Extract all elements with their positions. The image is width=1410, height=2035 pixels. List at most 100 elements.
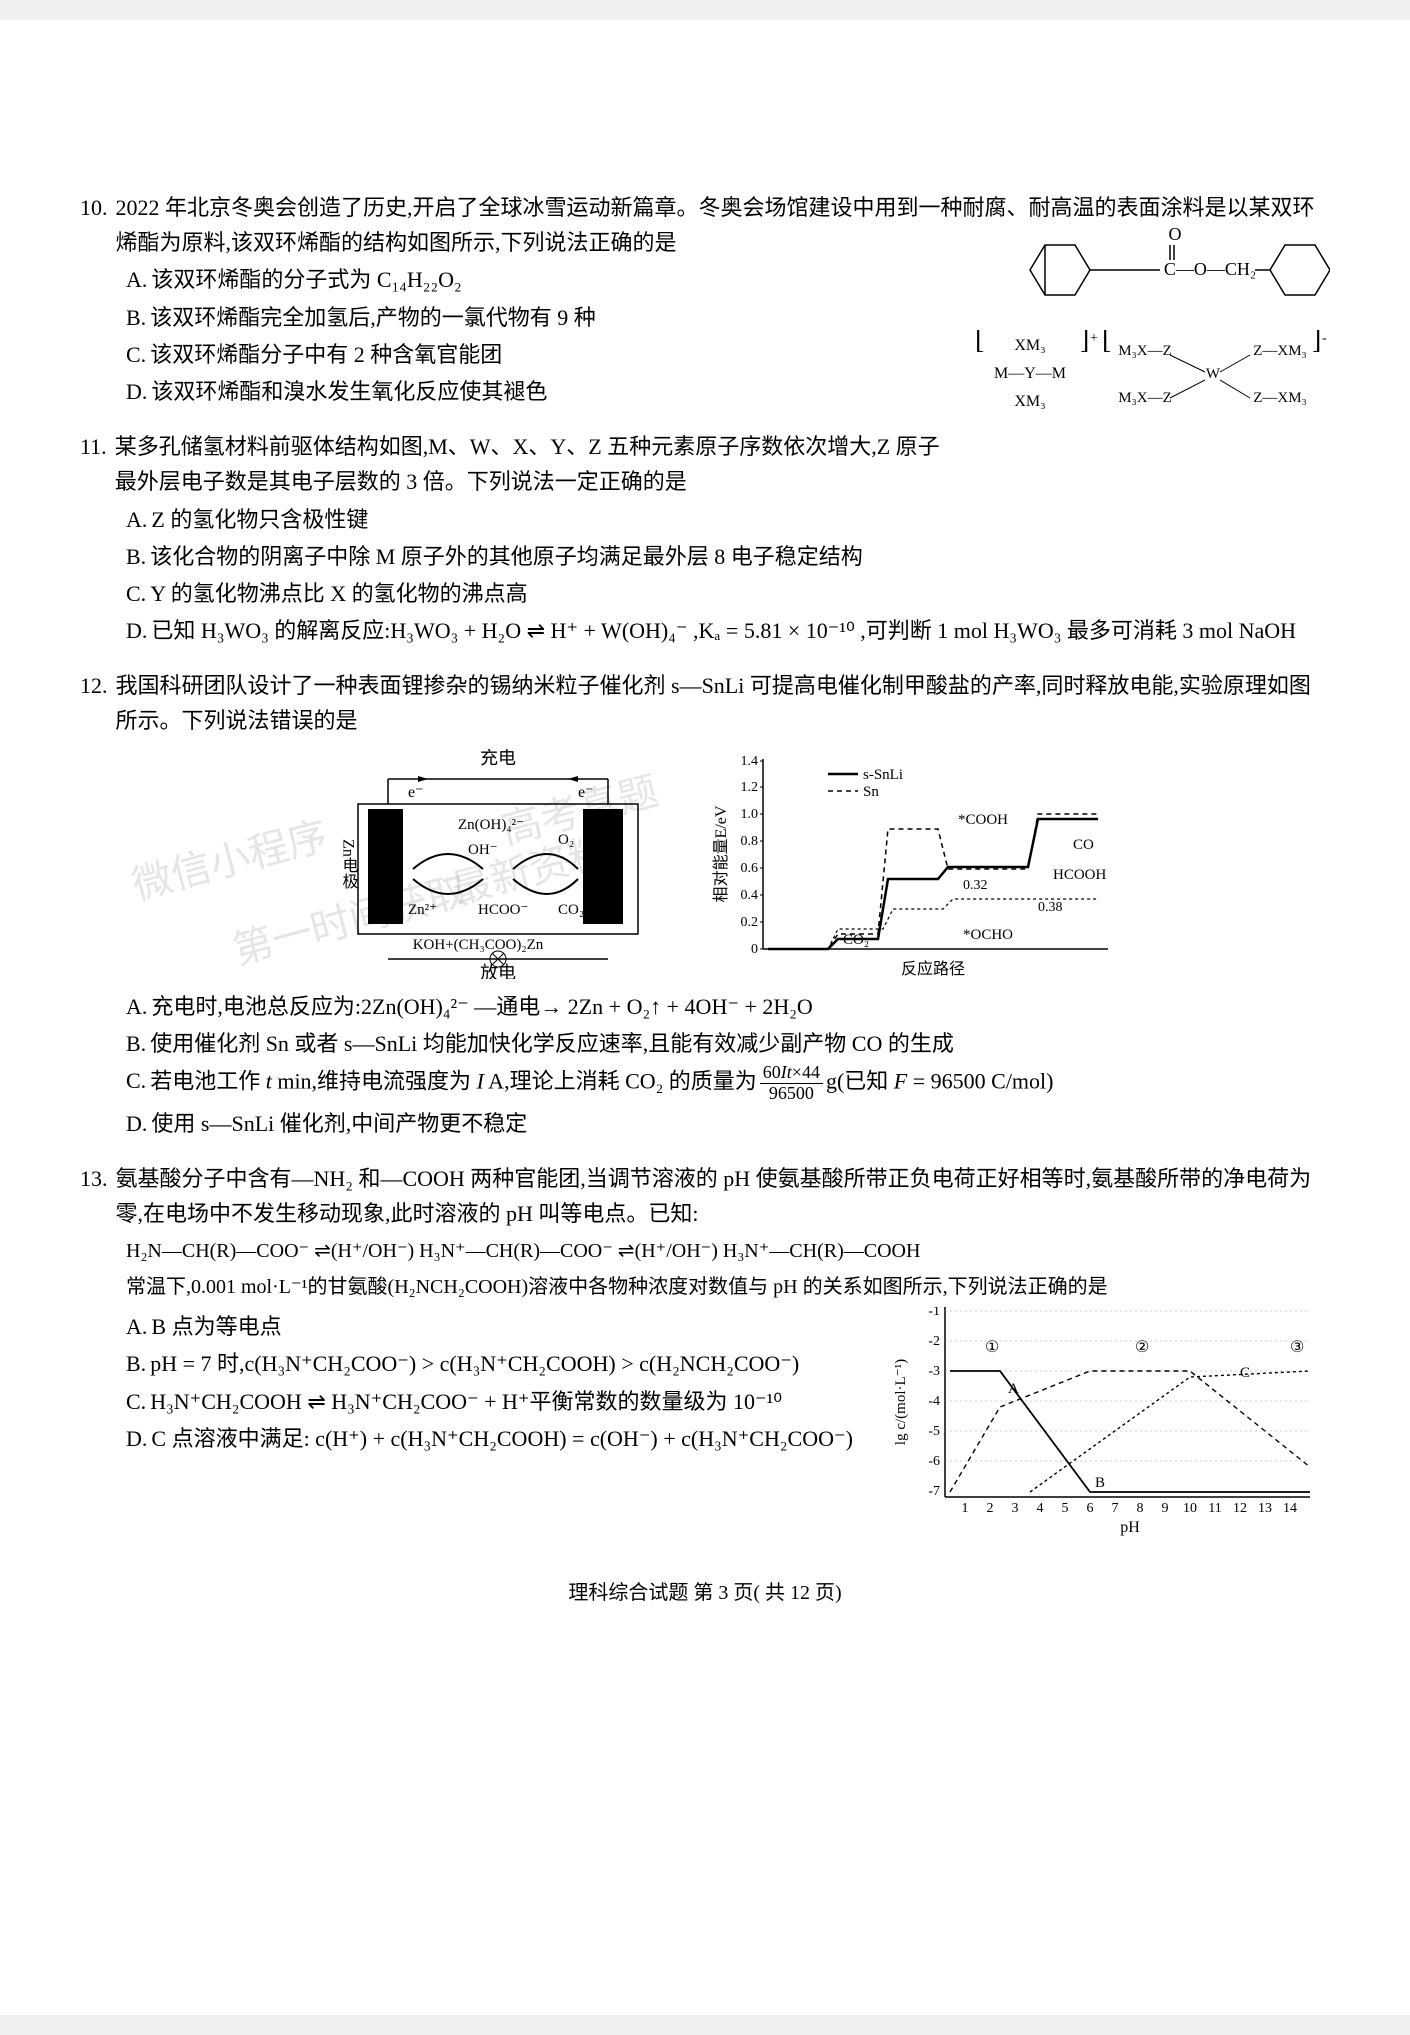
cation-charge: + — [1090, 331, 1098, 346]
cation-row: XM₃ — [1014, 393, 1045, 410]
q13-equation: H₂N—CH(R)—COO⁻ ⇌(H⁺/OH⁻) H₃N⁺—CH(R)—COO⁻… — [80, 1235, 1330, 1267]
svg-text:0: 0 — [751, 942, 758, 957]
svg-text:-1: -1 — [928, 1307, 940, 1319]
svg-text:9: 9 — [1162, 1501, 1169, 1516]
svg-text:-4: -4 — [928, 1394, 940, 1409]
svg-text:-3: -3 — [928, 1364, 940, 1379]
q12-number: 12. — [80, 668, 108, 703]
q10-number: 10. — [80, 190, 108, 225]
anion-charge: - — [1322, 331, 1327, 346]
q12-options: A. 充电时,电池总反应为:2Zn(OH)₄²⁻ —通电→ 2Zn + O₂↑ … — [80, 989, 1330, 1141]
legend-label: s-SnLi — [863, 767, 903, 783]
svg-text:10: 10 — [1183, 1501, 1197, 1516]
option-label: D. — [126, 613, 147, 648]
option-text: 该化合物的阴离子中除 M 原子外的其他原子均满足最外层 8 电子稳定结构 — [150, 539, 1330, 574]
chart-xlabel: 反应路径 — [901, 959, 965, 978]
cation-row: M—Y—M — [994, 365, 1066, 382]
q12-energy-chart: 0 0.2 0.4 0.6 0.8 1.0 1.2 1.4 相对能量E/eV 反… — [708, 749, 1128, 979]
option-label: D. — [126, 1421, 147, 1456]
q11-option-b: B. 该化合物的阴离子中除 M 原子外的其他原子均满足最外层 8 电子稳定结构 — [126, 539, 1330, 574]
q11-option-c: C. Y 的氢化物沸点比 X 的氢化物的沸点高 — [126, 576, 1330, 611]
svg-text:-6: -6 — [928, 1454, 940, 1469]
option-text: 已知 H₃WO₃ 的解离反应:H₃WO₃ + H₂O ⇌ H⁺ + W(OH)₄… — [151, 613, 1330, 648]
anion-row: W — [1206, 366, 1221, 382]
q13-option-d: D. C 点溶液中满足: c(H⁺) + c(H₃N⁺CH₂COOH) = c(… — [126, 1421, 870, 1456]
q13-option-c: C. H₃N⁺CH₂COOH ⇌ H₃N⁺CH₂COO⁻ + H⁺平衡常数的数量… — [126, 1384, 870, 1419]
chart-label: *OCHO — [963, 927, 1013, 943]
point-label: A — [1008, 1381, 1019, 1397]
svg-text:11: 11 — [1208, 1501, 1221, 1516]
q11-number: 11. — [80, 429, 107, 464]
q12-option-b: B. 使用催化剂 Sn 或者 s—SnLi 均能加快化学反应速率,且能有效减少副… — [126, 1026, 1330, 1061]
svg-text:1.0: 1.0 — [741, 807, 759, 822]
option-label: C. — [126, 576, 146, 611]
species-label: HCOO⁻ — [478, 902, 528, 918]
option-text: Y 的氢化物沸点比 X 的氢化物的沸点高 — [150, 576, 1330, 611]
option-label: A. — [126, 502, 147, 537]
svg-text:4: 4 — [1037, 1501, 1044, 1516]
species-label: Zn²⁺ — [408, 902, 437, 918]
q12-battery-figure: 充电 e⁻ e⁻ Zn电极 Zn(OH)₄²⁻ OH⁻ O₂ Zn²⁺ HCOO… — [328, 749, 668, 979]
q12-option-a: A. 充电时,电池总反应为:2Zn(OH)₄²⁻ —通电→ 2Zn + O₂↑ … — [126, 989, 1330, 1024]
option-text: 使用 s—SnLi 催化剂,中间产物更不稳定 — [151, 1106, 1330, 1141]
option-label: B. — [126, 1346, 146, 1381]
option-text: B 点为等电点 — [151, 1309, 870, 1344]
option-label: A. — [126, 262, 147, 297]
q11-option-a: A. Z 的氢化物只含极性键 — [126, 502, 1330, 537]
svg-text:6: 6 — [1087, 1501, 1094, 1516]
q13-option-b: B. pH = 7 时,c(H₃N⁺CH₂COO⁻) > c(H₃N⁺CH₂CO… — [126, 1346, 870, 1381]
svg-text:0.8: 0.8 — [741, 834, 759, 849]
option-label: D. — [126, 1106, 147, 1141]
option-label: A. — [126, 1309, 147, 1344]
q12-option-c: C. 若电池工作 t min,维持电流强度为 I A,理论上消耗 CO₂ 的质量… — [126, 1063, 1330, 1104]
svg-text:5: 5 — [1062, 1501, 1069, 1516]
watermark: 微信小程序 — [125, 804, 335, 918]
option-label: C. — [126, 1384, 146, 1419]
svg-text:1.2: 1.2 — [741, 780, 759, 795]
svg-text:-5: -5 — [928, 1424, 940, 1439]
svg-text:]: ] — [1312, 330, 1321, 355]
chart-ylabel: lg c/(mol·L⁻¹) — [893, 1359, 909, 1445]
option-label: C. — [126, 337, 146, 372]
cation-row: XM₃ — [1014, 337, 1045, 354]
svg-text:12: 12 — [1233, 1501, 1247, 1516]
option-text: 充电时,电池总反应为:2Zn(OH)₄²⁻ —通电→ 2Zn + O₂↑ + 4… — [151, 989, 1330, 1024]
svg-text:8: 8 — [1137, 1501, 1144, 1516]
svg-text:[: [ — [975, 330, 984, 355]
anion-row: Z—XM₃ — [1253, 343, 1307, 359]
option-label: A. — [126, 989, 147, 1024]
q12-stem: 我国科研团队设计了一种表面锂掺杂的锡纳米粒子催化剂 s—SnLi 可提高电催化制… — [116, 668, 1331, 738]
chart-label: HCOOH — [1053, 867, 1107, 883]
option-label: B. — [126, 1026, 146, 1061]
figure-label: 充电 — [480, 749, 516, 768]
figure-label: Zn电极 — [340, 839, 359, 889]
q12-stem-row: 12. 我国科研团队设计了一种表面锂掺杂的锡纳米粒子催化剂 s—SnLi 可提高… — [80, 668, 1330, 738]
page-footer: 理科综合试题 第 3 页( 共 12 页) — [80, 1577, 1330, 1609]
svg-text:[: [ — [1102, 330, 1111, 355]
svg-text:0.4: 0.4 — [741, 888, 759, 903]
q12-option-d: D. 使用 s—SnLi 催化剂,中间产物更不稳定 — [126, 1106, 1330, 1141]
figure-label: 放电 — [480, 963, 516, 979]
chart-label: *COOH — [958, 812, 1008, 828]
option-text: 若电池工作 t min,维持电流强度为 I A,理论上消耗 CO₂ 的质量为60… — [150, 1063, 1330, 1104]
exam-page: 10. 2022 年北京冬奥会创造了历史,开启了全球冰雪运动新篇章。冬奥会场馆建… — [0, 20, 1410, 2015]
chart-annotation: 0.38 — [1038, 900, 1063, 915]
figure-label: e⁻ — [578, 784, 594, 801]
svg-text:-7: -7 — [928, 1484, 940, 1499]
curve-label: ① — [985, 1339, 999, 1356]
q13-number: 13. — [80, 1161, 108, 1196]
option-text: pH = 7 时,c(H₃N⁺CH₂COO⁻) > c(H₃N⁺CH₂COOH)… — [150, 1346, 870, 1381]
option-text: 使用催化剂 Sn 或者 s—SnLi 均能加快化学反应速率,且能有效减少副产物 … — [150, 1026, 1330, 1061]
q10-structure-figure: O C—O—CH₂ — [1010, 220, 1330, 310]
option-text: H₃N⁺CH₂COOH ⇌ H₃N⁺CH₂COO⁻ + H⁺平衡常数的数量级为 … — [150, 1384, 870, 1419]
q13-graph: -1 -2 -3 -4 -5 -6 -7 123 — [890, 1307, 1330, 1537]
svg-text:]: ] — [1080, 330, 1089, 355]
q11-structure-figure: [ XM₃ M—Y—M XM₃ ] + [ M₃X—Z Z—XM₃ W M₃X—… — [970, 330, 1330, 420]
q13-stem: 氨基酸分子中含有—NH₂ 和—COOH 两种官能团,当调节溶液的 pH 使氨基酸… — [116, 1161, 1331, 1231]
anion-row: M₃X—Z — [1118, 343, 1172, 359]
svg-text:2: 2 — [987, 1501, 994, 1516]
q13-stem2: 常温下,0.001 mol·L⁻¹的甘氨酸(H₂NCH₂COOH)溶液中各物种浓… — [80, 1271, 1330, 1303]
chart-annotation: 0.32 — [963, 878, 988, 893]
q12-figures-row: 微信小程序 第一时间获取 高考真题 最新资料 充电 e⁻ e⁻ Zn电极 Zn(… — [80, 749, 1330, 979]
anion-row: M₃X—Z — [1118, 390, 1172, 406]
